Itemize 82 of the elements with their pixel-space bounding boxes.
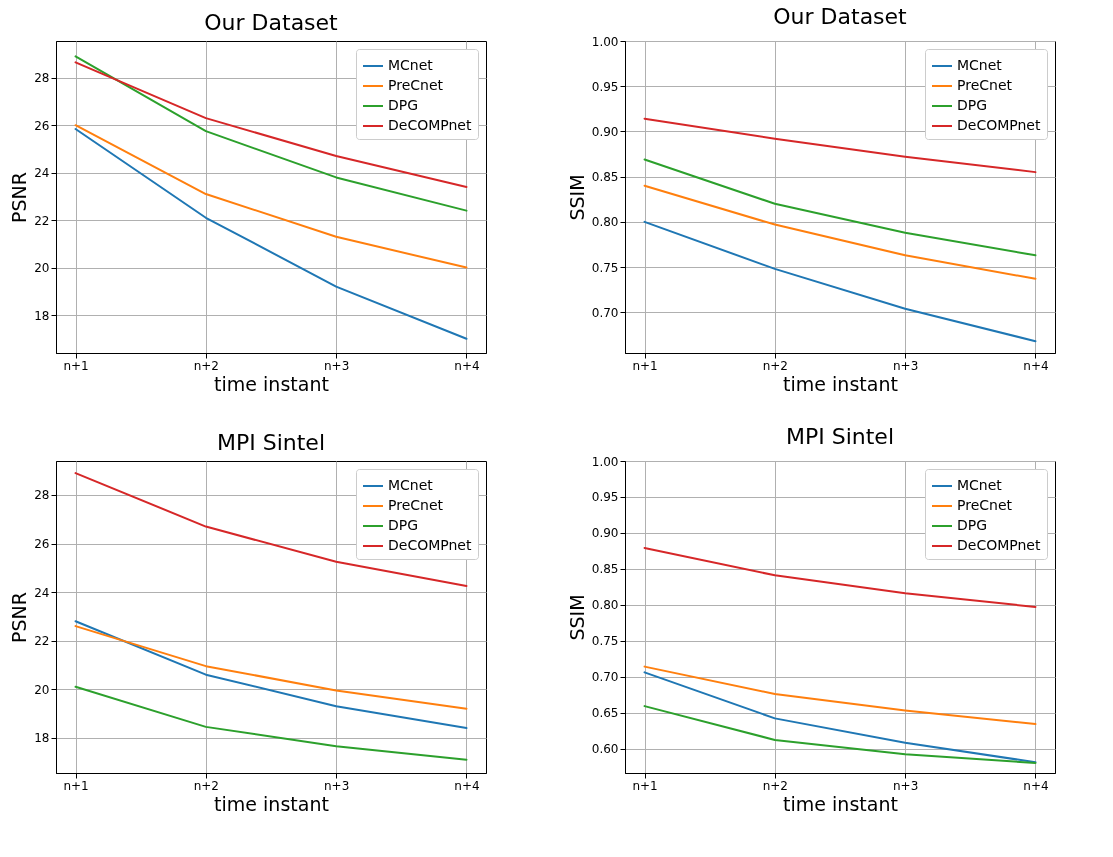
- y-tick-label: 18: [34, 308, 50, 323]
- legend-label: DPG: [957, 517, 988, 533]
- chart-title: MPI Sintel: [216, 430, 326, 455]
- y-tick-label: 0.90: [591, 526, 619, 541]
- line-series: [74, 625, 468, 710]
- y-axis-title: PSNR: [8, 592, 31, 643]
- y-tick-label: 22: [34, 213, 50, 228]
- y-axis-title: SSIM: [565, 174, 588, 221]
- line-series: [643, 184, 1037, 280]
- legend-label: DeCOMPnet: [957, 537, 1041, 553]
- legend-label: PreCnet: [388, 77, 444, 93]
- legend-label: MCnet: [388, 477, 434, 493]
- y-tick-label: 20: [34, 682, 50, 697]
- line-series: [643, 705, 1037, 764]
- y-tick-label: 0.80: [591, 215, 619, 230]
- x-axis-title: time instant: [783, 372, 898, 395]
- x-tick-label: n+2: [193, 778, 219, 793]
- x-tick-label: n+4: [1023, 358, 1049, 373]
- legend-label: MCnet: [957, 477, 1003, 493]
- y-tick-label: 1.00: [591, 454, 619, 469]
- x-tick-label: n+1: [63, 778, 89, 793]
- x-tick-label: n+3: [324, 778, 350, 793]
- line-series: [643, 158, 1037, 257]
- y-tick-label: 0.95: [591, 490, 619, 505]
- line-series: [74, 685, 468, 761]
- y-tick-label: 0.85: [591, 170, 619, 185]
- x-tick-label: n+1: [632, 778, 658, 793]
- x-tick-label: n+4: [1023, 778, 1049, 793]
- legend-label: MCnet: [957, 57, 1003, 73]
- x-tick-label: n+2: [762, 778, 788, 793]
- y-tick-label: 24: [34, 585, 50, 600]
- y-tick-label: 26: [34, 118, 50, 133]
- x-tick-label: n+3: [324, 358, 350, 373]
- x-tick-label: n+3: [893, 358, 919, 373]
- y-tick-label: 0.60: [591, 742, 619, 757]
- line-series: [74, 620, 468, 730]
- line-series: [643, 665, 1037, 726]
- y-tick-label: 1.00: [591, 34, 619, 49]
- y-tick-label: 0.70: [591, 305, 619, 320]
- line-series: [74, 128, 468, 340]
- y-tick-label: 0.75: [591, 634, 619, 649]
- x-tick-label: n+4: [454, 358, 480, 373]
- y-tick-label: 24: [34, 166, 50, 181]
- x-tick-label: n+1: [63, 358, 89, 373]
- line-series: [643, 220, 1037, 343]
- legend-label: DeCOMPnet: [388, 117, 472, 133]
- y-tick-label: 28: [34, 71, 50, 86]
- y-tick-label: 0.75: [591, 260, 619, 275]
- y-tick-label: 0.80: [591, 598, 619, 613]
- y-tick-label: 0.85: [591, 562, 619, 577]
- y-axis-title: SSIM: [565, 594, 588, 641]
- y-tick-label: 0.90: [591, 124, 619, 139]
- legend-label: PreCnet: [957, 77, 1013, 93]
- x-axis-title: time instant: [783, 792, 898, 815]
- y-tick-label: 0.70: [591, 670, 619, 685]
- legend-label: DeCOMPnet: [388, 537, 472, 553]
- y-axis-title: PSNR: [8, 172, 31, 223]
- y-tick-label: 0.95: [591, 79, 619, 94]
- x-tick-label: n+2: [762, 358, 788, 373]
- y-tick-label: 22: [34, 634, 50, 649]
- x-tick-label: n+3: [893, 778, 919, 793]
- x-axis-title: time instant: [214, 372, 329, 395]
- chart-title: Our Dataset: [204, 10, 339, 35]
- y-tick-label: 0.65: [591, 706, 619, 721]
- legend-label: DeCOMPnet: [957, 117, 1041, 133]
- y-tick-label: 28: [34, 488, 50, 503]
- legend-label: MCnet: [388, 57, 434, 73]
- x-tick-label: n+4: [454, 778, 480, 793]
- legend-label: DPG: [388, 517, 419, 533]
- x-axis-title: time instant: [214, 792, 329, 815]
- y-tick-label: 26: [34, 537, 50, 552]
- legend-label: DPG: [388, 97, 419, 113]
- legend-label: PreCnet: [388, 497, 444, 513]
- chart-title: Our Dataset: [773, 4, 908, 29]
- line-series: [643, 671, 1037, 764]
- y-tick-label: 20: [34, 261, 50, 276]
- legend-label: DPG: [957, 97, 988, 113]
- legend-label: PreCnet: [957, 497, 1013, 513]
- x-tick-label: n+2: [193, 358, 219, 373]
- chart-title: MPI Sintel: [785, 424, 895, 449]
- y-tick-label: 18: [34, 731, 50, 746]
- x-tick-label: n+1: [632, 358, 658, 373]
